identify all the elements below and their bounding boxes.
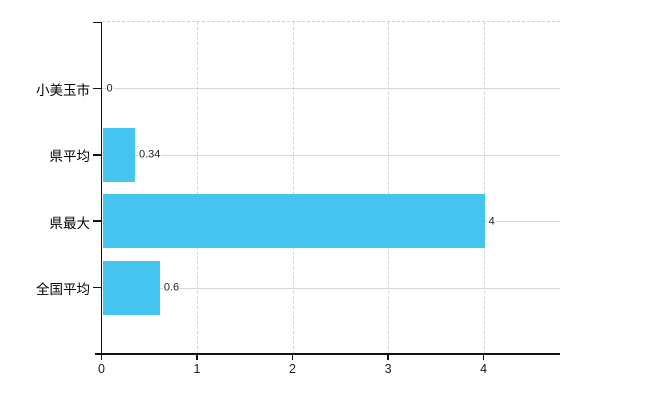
- plot-top-border: [101, 21, 560, 22]
- bar-value-label: 0.34: [137, 148, 162, 162]
- x-tick-label: 4: [480, 362, 488, 376]
- category-tick: [93, 220, 102, 222]
- y-gridline: [101, 154, 560, 156]
- y-axis-line: [100, 22, 103, 360]
- y-gridline: [101, 287, 560, 289]
- bar: [102, 127, 135, 182]
- category-label: 全国平均: [36, 282, 90, 298]
- x-gridline: [483, 22, 485, 354]
- bar: [102, 260, 160, 315]
- y-axis-end-tick: [93, 21, 102, 23]
- category-label: 県平均: [49, 149, 91, 165]
- x-tick-label: 0: [98, 362, 105, 376]
- x-axis-tick: [196, 355, 198, 360]
- y-gridline: [101, 88, 560, 90]
- x-gridline: [197, 22, 199, 354]
- x-axis-tick: [291, 355, 294, 360]
- bar-value-label: 0: [105, 82, 114, 96]
- category-tick: [93, 87, 102, 90]
- category-tick: [93, 154, 102, 156]
- x-axis-line: [95, 353, 560, 355]
- x-tick-label: 3: [384, 362, 392, 376]
- category-label: 小美玉市: [36, 82, 90, 98]
- x-gridline: [388, 22, 390, 354]
- category-tick: [93, 286, 102, 289]
- x-tick-label: 2: [289, 362, 296, 376]
- bar-value-label: 0.6: [162, 281, 181, 295]
- x-axis-tick: [387, 355, 389, 360]
- x-tick-label: 1: [193, 362, 201, 376]
- x-gridline: [292, 22, 294, 354]
- category-label: 県最大: [49, 215, 91, 231]
- bar-value-label: 4: [487, 215, 496, 229]
- bar: [102, 194, 485, 249]
- x-axis-tick: [482, 355, 485, 360]
- x-axis-tick: [100, 355, 103, 360]
